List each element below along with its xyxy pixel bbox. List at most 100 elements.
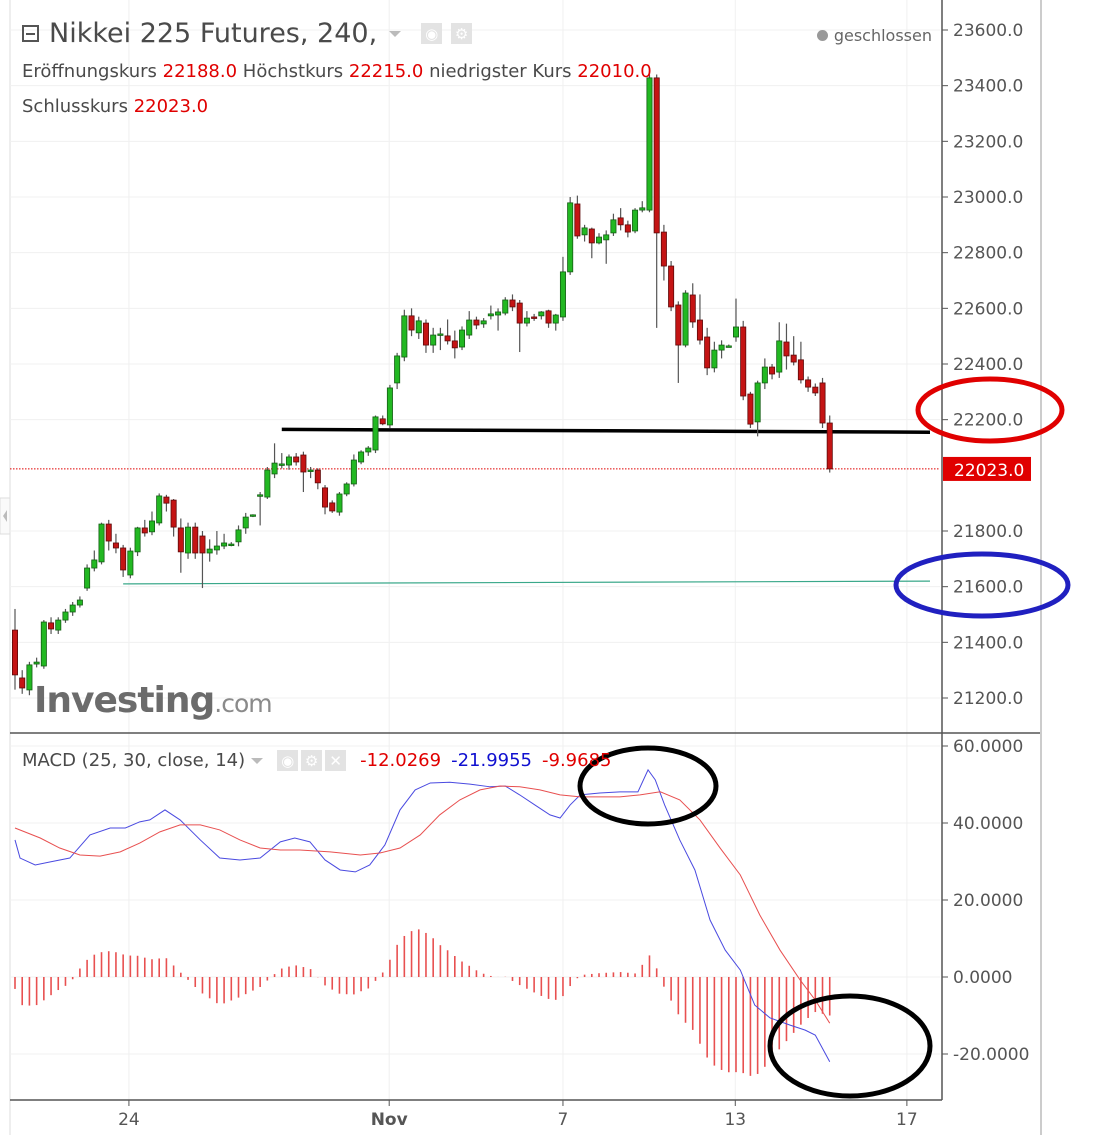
candle-body (350, 459, 357, 485)
candle (603, 230, 610, 264)
candle-body (264, 469, 271, 498)
candle-body (444, 335, 451, 342)
low-value: 22010.0 (577, 61, 652, 82)
candle-body (148, 520, 155, 533)
candle-body (300, 454, 307, 473)
candle (336, 492, 343, 516)
candle (639, 201, 646, 213)
candle (754, 380, 761, 437)
candle (120, 544, 127, 577)
candle (790, 336, 797, 366)
candle (430, 327, 437, 353)
chart-background (0, 0, 1040, 1135)
gear-icon[interactable]: ⚙ (301, 750, 323, 771)
investing-logo: Investing.com (34, 680, 273, 721)
candle-body (91, 559, 98, 569)
candle (415, 316, 422, 339)
candle (422, 319, 429, 353)
candle-body (213, 545, 220, 551)
candle-body (163, 496, 170, 504)
high-label: Höchstkurs (242, 61, 344, 82)
y-tick-label: 21800.0 (953, 522, 1023, 542)
candle-body (105, 523, 112, 542)
chevron-down-icon[interactable] (251, 757, 264, 764)
candle (69, 601, 76, 616)
macd-y-tick-label: 0.0000 (953, 968, 1012, 988)
macd-histogram-value: -9.9685 (542, 750, 612, 771)
candle (704, 327, 711, 376)
candle (797, 341, 804, 384)
candle (812, 383, 819, 397)
candle (148, 511, 155, 536)
candle (386, 384, 393, 429)
candle-body (365, 447, 372, 453)
open-label: Eröffnungskurs (22, 61, 157, 82)
ohlc-legend: Eröffnungskurs 22188.0 Höchstkurs 22215.… (22, 61, 652, 82)
candle (26, 661, 33, 696)
candle-body (473, 319, 480, 326)
macd-line (14, 768, 831, 1062)
macd-y-tick-label: -20.0000 (953, 1045, 1029, 1065)
candle (437, 327, 444, 351)
candle (740, 320, 747, 401)
candle (523, 311, 530, 327)
candle (711, 341, 718, 373)
candle-body (408, 315, 415, 331)
close-icon[interactable]: ✕ (325, 750, 347, 771)
candle-body (733, 326, 740, 338)
eye-icon[interactable]: ◉ (421, 23, 443, 44)
candle-body (242, 516, 249, 529)
candle-body (516, 302, 523, 324)
trend-line[interactable] (281, 427, 931, 434)
candle-body (639, 207, 646, 211)
signal-line (14, 785, 831, 1024)
candle-body (797, 359, 804, 381)
candle (285, 454, 292, 470)
macd-y-tick-label: 40.0000 (953, 814, 1023, 834)
candle (502, 297, 509, 316)
candle-body (314, 469, 321, 484)
candle (588, 227, 595, 259)
close-legend: Schlusskurs 22023.0 (22, 96, 208, 117)
chevron-down-icon[interactable] (389, 30, 402, 37)
candle-body (689, 294, 696, 323)
candle-body (26, 664, 33, 691)
candle-body (603, 234, 610, 241)
candle-body (48, 622, 55, 630)
candle-body (141, 527, 148, 534)
candle (545, 309, 552, 328)
candle (805, 376, 812, 392)
candle (127, 547, 134, 579)
annotation-ellipse[interactable] (893, 551, 1071, 619)
candle (509, 294, 516, 312)
candle-body (84, 567, 91, 589)
candle-body (379, 418, 386, 425)
candle-body (228, 543, 235, 546)
annotation-ellipse[interactable] (577, 745, 719, 827)
candle-body (451, 340, 458, 349)
annotation-ellipse[interactable] (915, 376, 1065, 444)
candle-body (177, 527, 184, 553)
trend-line[interactable] (123, 580, 931, 585)
candle (733, 298, 740, 342)
collapse-icon[interactable] (22, 25, 39, 42)
candle (271, 443, 278, 479)
candle (185, 522, 192, 559)
candle-body (329, 502, 336, 512)
candle-body (790, 354, 797, 363)
candle (725, 344, 732, 348)
candle-body (271, 462, 278, 475)
status-dot-icon (816, 30, 828, 41)
candle (531, 313, 538, 321)
eye-icon[interactable]: ◉ (277, 750, 299, 771)
candle (819, 377, 826, 429)
candle (747, 391, 754, 429)
candle (574, 195, 581, 239)
candle (459, 326, 466, 351)
candle-body (754, 382, 761, 423)
annotation-ellipse[interactable] (767, 993, 933, 1099)
candle-body (55, 619, 62, 631)
gear-icon[interactable]: ⚙ (451, 23, 473, 44)
y-tick-label: 21200.0 (953, 689, 1023, 709)
